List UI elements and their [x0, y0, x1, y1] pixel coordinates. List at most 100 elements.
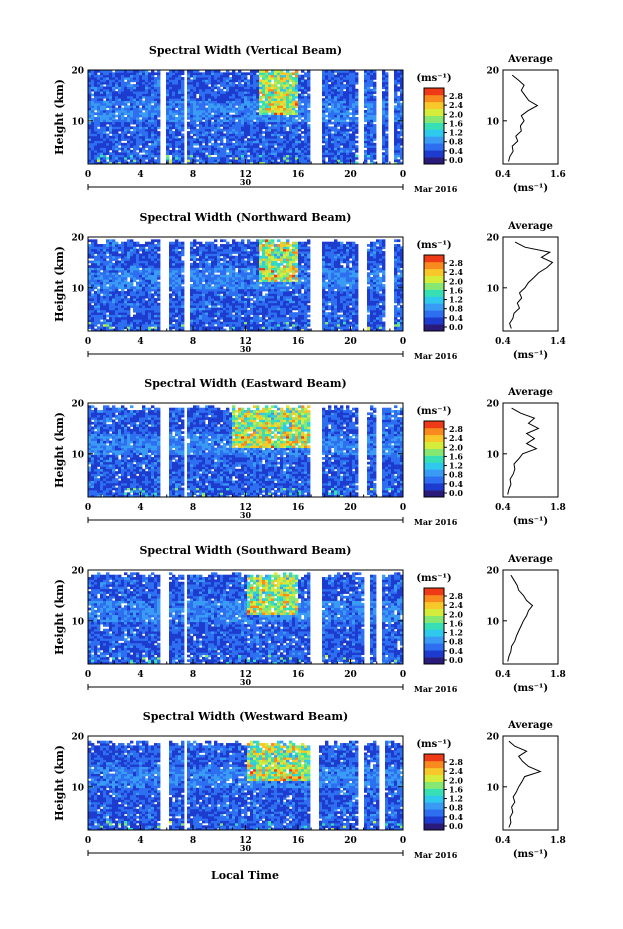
- heatmap-cell: [346, 100, 350, 104]
- heatmap-cell: [295, 84, 299, 87]
- heatmap-cell: [382, 138, 386, 141]
- heatmap-cell: [394, 88, 398, 92]
- heatmap-cell: [253, 124, 257, 127]
- heatmap-cell: [91, 312, 95, 315]
- heatmap-cell: [112, 107, 116, 111]
- heatmap-cell: [244, 133, 248, 137]
- heatmap-cell: [88, 295, 92, 299]
- heatmap-cell: [394, 77, 398, 80]
- heatmap-cell: [121, 300, 125, 304]
- heatmap-cell: [268, 126, 272, 130]
- panel-title: Spectral Width (Northward Beam): [140, 211, 352, 224]
- heatmap-cell: [91, 274, 95, 278]
- heatmap-cell: [193, 253, 197, 257]
- heatmap-cell: [295, 77, 299, 80]
- colorbar-tick-label: 2.0: [449, 109, 463, 119]
- heatmap-cell: [118, 326, 122, 330]
- heatmap-cell: [277, 138, 281, 141]
- heatmap-cell: [385, 79, 389, 83]
- heatmap-cell: [178, 241, 182, 245]
- heatmap-cell: [202, 84, 206, 87]
- heatmap-cell: [133, 145, 137, 148]
- heatmap-cell: [94, 284, 98, 287]
- heatmap-cell: [274, 105, 278, 108]
- heatmap-cell: [118, 286, 122, 290]
- heatmap-cell: [181, 138, 185, 141]
- heatmap-cell: [286, 147, 290, 151]
- heatmap-cell: [187, 159, 191, 163]
- heatmap-cell: [280, 154, 284, 158]
- heatmap-cell: [115, 84, 119, 87]
- heatmap-cell: [268, 142, 272, 146]
- heatmap-cell: [277, 140, 281, 144]
- heatmap-cell: [346, 142, 350, 146]
- heatmap-cell: [199, 119, 203, 123]
- heatmap-cell: [322, 86, 326, 90]
- heatmap-cell: [280, 126, 284, 130]
- heatmap-cell: [193, 269, 197, 273]
- heatmap-cell: [196, 253, 200, 257]
- heatmap-cell: [205, 248, 209, 252]
- heatmap-cell: [145, 284, 149, 287]
- heatmap-cell: [382, 84, 386, 87]
- heatmap-cell: [181, 312, 185, 315]
- heatmap-cell: [124, 293, 128, 297]
- heatmap-cell: [202, 300, 206, 304]
- heatmap-cell: [103, 302, 107, 306]
- heatmap-cell: [364, 93, 368, 97]
- heatmap-cell: [220, 77, 224, 80]
- heatmap-cell: [190, 98, 194, 101]
- heatmap-cell: [217, 145, 221, 148]
- heatmap-cell: [202, 109, 206, 113]
- heatmap-cell: [139, 109, 143, 113]
- heatmap-cell: [385, 100, 389, 104]
- heatmap-cell: [217, 316, 221, 320]
- heatmap-cell: [118, 309, 122, 313]
- heatmap-cell: [148, 323, 152, 327]
- heatmap-cell: [343, 117, 347, 120]
- heatmap-cell: [178, 105, 182, 108]
- heatmap-cell: [91, 253, 95, 257]
- heatmap-cell: [367, 142, 371, 146]
- heatmap-cell: [133, 112, 137, 116]
- heatmap-cell: [193, 147, 197, 151]
- heatmap-cell: [259, 138, 263, 141]
- heatmap-cell: [187, 133, 191, 137]
- heatmap-cell: [124, 135, 128, 139]
- heatmap-cell: [367, 138, 371, 141]
- heatmap-cell: [112, 81, 116, 85]
- heatmap-cell: [106, 121, 110, 125]
- heatmap-cell: [172, 84, 176, 87]
- heatmap-cell: [193, 74, 197, 78]
- heatmap-cell: [190, 74, 194, 78]
- heatmap-cell: [172, 241, 176, 245]
- heatmap-cell: [211, 316, 215, 320]
- heatmap-cell: [178, 314, 182, 318]
- heatmap-cell: [157, 241, 161, 245]
- heatmap-cell: [256, 126, 260, 130]
- heatmap-cell: [205, 142, 209, 146]
- heatmap-cell: [130, 239, 134, 243]
- heatmap-cell: [88, 267, 92, 271]
- heatmap-cell: [373, 124, 377, 127]
- heatmap-cell: [286, 105, 290, 108]
- heatmap-cell: [94, 119, 98, 123]
- heatmap-cell: [271, 88, 275, 92]
- heatmap-cell: [115, 284, 119, 287]
- heatmap-cell: [181, 95, 185, 99]
- heatmap-cell: [118, 279, 122, 283]
- heatmap-cell: [196, 293, 200, 297]
- heatmap-cell: [223, 119, 227, 123]
- heatmap-cell: [127, 107, 131, 111]
- heatmap-cell: [226, 84, 230, 87]
- heatmap-cell: [112, 128, 116, 132]
- heatmap-cell: [103, 138, 107, 141]
- heatmap-cell: [199, 149, 203, 153]
- heatmap-cell: [199, 95, 203, 99]
- heatmap-cell: [151, 265, 155, 268]
- heatmap-cell: [88, 100, 92, 104]
- heatmap-cell: [295, 100, 299, 104]
- heatmap-cell: [115, 246, 119, 250]
- heatmap-cell: [331, 117, 335, 120]
- heatmap-cell: [169, 100, 173, 104]
